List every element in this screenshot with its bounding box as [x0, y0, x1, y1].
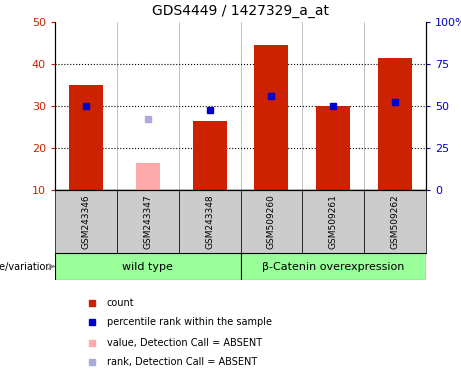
Text: β-Catenin overexpression: β-Catenin overexpression — [262, 262, 404, 271]
Bar — [193, 121, 227, 190]
Bar — [302, 190, 364, 253]
Bar — [378, 58, 412, 190]
Text: GSM509260: GSM509260 — [267, 194, 276, 249]
Bar — [241, 253, 426, 280]
Bar — [241, 190, 302, 253]
Text: rank, Detection Call = ABSENT: rank, Detection Call = ABSENT — [107, 357, 257, 367]
Text: count: count — [107, 298, 135, 308]
Text: GSM243348: GSM243348 — [205, 194, 214, 249]
Text: GSM243346: GSM243346 — [82, 194, 90, 249]
Title: GDS4449 / 1427329_a_at: GDS4449 / 1427329_a_at — [152, 4, 329, 18]
Bar — [117, 190, 179, 253]
Bar — [136, 163, 160, 190]
Text: genotype/variation: genotype/variation — [0, 262, 52, 271]
Text: percentile rank within the sample: percentile rank within the sample — [107, 317, 272, 327]
Text: GSM509262: GSM509262 — [390, 194, 400, 249]
Text: GSM243347: GSM243347 — [143, 194, 152, 249]
Bar — [179, 190, 241, 253]
Text: wild type: wild type — [122, 262, 173, 271]
Text: value, Detection Call = ABSENT: value, Detection Call = ABSENT — [107, 338, 262, 348]
Bar — [316, 106, 350, 190]
Bar — [69, 85, 103, 190]
Bar — [254, 45, 289, 190]
Bar — [364, 190, 426, 253]
Bar — [55, 253, 241, 280]
Text: GSM509261: GSM509261 — [329, 194, 338, 249]
Bar — [55, 190, 117, 253]
